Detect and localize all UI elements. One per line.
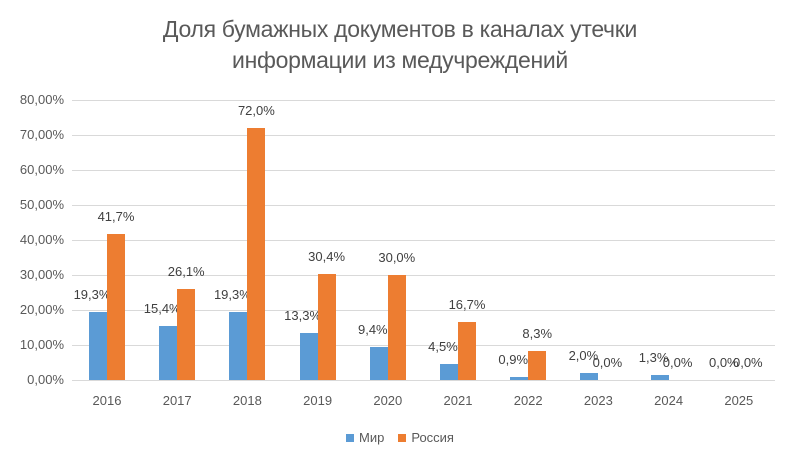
data-label-russia: 0,0%	[732, 355, 763, 370]
bar-russia[interactable]	[247, 128, 266, 380]
data-label-mir: 19,3%	[213, 287, 251, 303]
data-label-mir: 13,3%	[284, 308, 322, 324]
data-label-mir: 2,0%	[568, 348, 599, 363]
data-label-mir: 0,9%	[498, 351, 529, 367]
legend-swatch-mir	[346, 433, 355, 442]
y-axis-tick-label: 70,00%	[19, 127, 64, 142]
x-axis-tick-label: 2022	[513, 393, 543, 408]
bar-russia[interactable]	[387, 275, 406, 380]
bar-russia[interactable]	[317, 273, 336, 380]
gridline	[72, 345, 775, 346]
gridline	[72, 380, 775, 381]
x-axis-tick-label: 2017	[162, 393, 192, 408]
legend-swatch-russia	[398, 433, 407, 442]
bar-mir[interactable]	[299, 333, 318, 380]
data-label-mir: 9,4%	[357, 322, 388, 338]
y-axis-tick-label: 50,00%	[19, 197, 64, 212]
x-axis-tick-label: 2025	[724, 393, 754, 408]
legend-label-mir: Мир	[359, 430, 385, 445]
bar-mir[interactable]	[440, 364, 458, 380]
bar-russia[interactable]	[177, 288, 196, 380]
chart-title-line-1: Доля бумажных документов в каналах утечк…	[162, 16, 638, 42]
gridline	[72, 170, 775, 171]
data-label-russia: 0,0%	[662, 355, 693, 370]
data-label-russia: 72,0%	[237, 103, 275, 118]
data-label-russia: 16,7%	[448, 296, 486, 312]
y-axis-tick-label: 80,00%	[19, 92, 64, 107]
bar-russia[interactable]	[107, 234, 125, 380]
data-label-russia: 30,0%	[378, 250, 416, 265]
gridline	[72, 275, 775, 276]
bar-mir[interactable]	[159, 326, 178, 380]
bar-russia[interactable]	[528, 350, 547, 380]
x-axis-tick-label: 2023	[583, 393, 613, 408]
bar-mir[interactable]	[510, 376, 529, 380]
y-axis-tick-label: 0,00%	[27, 372, 64, 387]
bar-mir[interactable]	[580, 373, 599, 380]
gridline	[72, 205, 775, 206]
y-axis-tick-label: 60,00%	[19, 162, 64, 177]
gridline	[72, 240, 775, 241]
bar-mir[interactable]	[229, 312, 248, 380]
chart-title: Доля бумажных документов в каналах утечк…	[0, 14, 800, 76]
legend: Мир Россия	[0, 430, 800, 445]
legend-label-russia: Россия	[411, 430, 454, 445]
data-label-russia: 41,7%	[97, 209, 135, 225]
data-label-mir: 4,5%	[428, 339, 458, 355]
data-label-russia: 30,4%	[308, 248, 346, 264]
gridline	[72, 310, 775, 311]
x-axis-tick-label: 2019	[303, 393, 333, 408]
x-axis-tick-label: 2024	[654, 393, 684, 408]
data-label-mir: 1,3%	[638, 350, 669, 366]
legend-item-mir[interactable]: Мир	[346, 430, 384, 445]
gridline	[72, 100, 775, 101]
data-label-russia: 26,1%	[167, 263, 205, 279]
y-axis-tick-label: 20,00%	[19, 302, 64, 317]
bar-mir[interactable]	[89, 312, 107, 380]
y-axis-tick-label: 40,00%	[19, 232, 64, 247]
bar-russia[interactable]	[458, 321, 476, 380]
data-label-russia: 0,0%	[592, 355, 623, 370]
data-label-mir: 19,3%	[73, 287, 111, 303]
x-axis-tick-label: 2020	[373, 393, 403, 408]
data-label-russia: 8,3%	[522, 325, 553, 341]
legend-item-russia[interactable]: Россия	[398, 430, 454, 445]
x-axis-tick-label: 2018	[232, 393, 262, 408]
data-label-mir: 0,0%	[708, 355, 739, 370]
y-axis-tick-label: 30,00%	[19, 267, 64, 282]
x-axis-tick-label: 2016	[92, 393, 122, 408]
y-axis-tick-label: 10,00%	[19, 337, 64, 352]
chart-title-line-2: информации из медучреждений	[232, 47, 568, 73]
bar-mir[interactable]	[650, 375, 669, 380]
bar-mir[interactable]	[369, 347, 388, 380]
data-label-mir: 15,4%	[143, 301, 181, 317]
gridline	[72, 135, 775, 136]
x-axis-tick-label: 2021	[443, 393, 473, 408]
